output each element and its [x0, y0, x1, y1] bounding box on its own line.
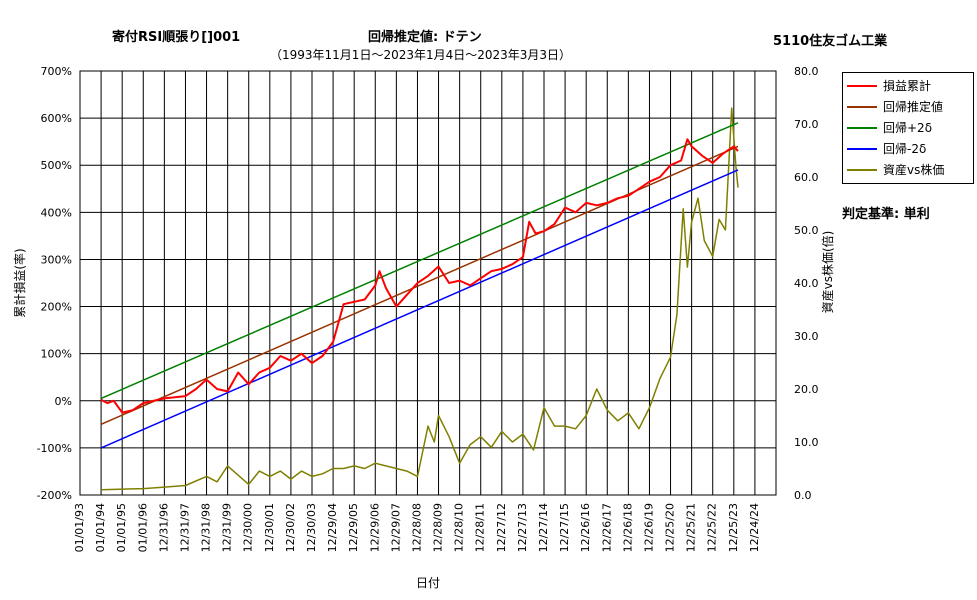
x-tick-label: 12/28/09 — [432, 503, 445, 552]
legend-line-regression — [847, 106, 877, 108]
legend-label-upper: 回帰+2δ — [883, 121, 933, 135]
legend-label-asset: 資産vs株価 — [883, 163, 945, 177]
y-right-tick-label: 20.0 — [794, 383, 819, 396]
y-right-tick-label: 40.0 — [794, 277, 819, 290]
y-right-tick-label: 70.0 — [794, 118, 819, 131]
y-left-tick-label: 400% — [41, 206, 72, 219]
y-left-tick-label: 100% — [41, 348, 72, 361]
y-right-tick-label: 60.0 — [794, 171, 819, 184]
chart-subtitle-period: （1993年11月1日〜2023年1月4日〜2023年3月3日） — [270, 48, 572, 62]
x-tick-label: 12/26/17 — [600, 503, 613, 552]
y-left-tick-label: 0% — [55, 395, 72, 408]
legend-label-regression: 回帰推定値 — [883, 100, 944, 114]
x-tick-label: 12/31/99 — [221, 503, 234, 552]
x-tick-label: 12/29/05 — [347, 503, 360, 552]
legend-line-pnl — [847, 85, 877, 87]
legend-line-lower — [847, 148, 877, 150]
criterion-label: 判定基準: 単利 — [842, 207, 930, 222]
x-tick-label: 12/30/00 — [242, 503, 255, 552]
y-left-tick-label: -200% — [37, 489, 72, 502]
y-left-tick-label: 600% — [41, 112, 72, 125]
y-left-tick-label: 700% — [41, 65, 72, 78]
x-tick-label: 12/27/13 — [516, 503, 529, 552]
x-tick-label: 12/25/20 — [664, 503, 677, 552]
x-tick-label: 12/28/10 — [453, 503, 466, 552]
x-tick-label: 12/26/19 — [642, 503, 655, 552]
x-tick-label: 12/30/02 — [284, 503, 297, 552]
y-right-tick-label: 50.0 — [794, 224, 819, 237]
x-tick-label: 01/01/96 — [136, 503, 149, 552]
x-tick-label: 12/24/24 — [748, 503, 761, 552]
y-left-tick-label: 500% — [41, 159, 72, 172]
plot-area — [79, 70, 777, 496]
y-right-tick-label: 30.0 — [794, 330, 819, 343]
asset-ratio-series-line — [101, 107, 739, 491]
y-right-tick-label: 10.0 — [794, 436, 819, 449]
x-tick-label: 12/25/21 — [685, 503, 698, 552]
x-tick-label: 12/25/23 — [727, 503, 740, 552]
chart-title-ticker: 5110住友ゴム工業 — [773, 34, 888, 49]
x-tick-label: 12/27/14 — [537, 503, 550, 552]
legend-label-pnl: 損益累計 — [883, 79, 932, 93]
x-tick-label: 12/28/11 — [474, 503, 487, 552]
x-tick-label: 01/01/95 — [115, 503, 128, 552]
y-left-tick-label: 300% — [41, 253, 72, 266]
upper-band-series-line — [100, 122, 739, 400]
x-tick-label: 12/29/06 — [368, 503, 381, 552]
x-tick-label: 12/27/15 — [558, 503, 571, 552]
x-tick-label: 01/01/94 — [94, 503, 107, 552]
chart-title-strategy: 寄付RSI順張り[]001 — [112, 30, 241, 45]
y-left-tick-label: 200% — [41, 301, 72, 314]
x-tick-label: 12/27/12 — [495, 503, 508, 552]
x-tick-label: 12/30/03 — [305, 503, 318, 552]
x-tick-label: 12/29/04 — [326, 503, 339, 552]
legend-line-asset — [847, 169, 877, 171]
x-tick-label: 01/01/93 — [73, 503, 86, 552]
legend-label-lower: 回帰-2δ — [883, 142, 927, 156]
x-tick-label: 12/26/18 — [621, 503, 634, 552]
y-right-tick-label: 80.0 — [794, 65, 819, 78]
x-tick-label: 12/30/01 — [263, 503, 276, 552]
x-tick-label: 12/31/98 — [200, 503, 213, 552]
x-tick-label: 12/29/07 — [389, 503, 402, 552]
x-axis-title: 日付 — [416, 576, 440, 590]
y-right-axis-title: 資産vs株価(倍) — [820, 231, 835, 314]
pnl-series-line — [100, 138, 739, 414]
lower-band-series-line — [100, 169, 739, 449]
x-tick-label: 12/26/16 — [579, 503, 592, 552]
y-right-tick-label: 0.0 — [794, 489, 812, 502]
legend-line-upper — [847, 127, 877, 129]
x-tick-label: 12/25/22 — [706, 503, 719, 552]
y-left-tick-label: -100% — [37, 442, 72, 455]
x-tick-label: 12/31/97 — [178, 503, 191, 552]
chart-title-regression: 回帰推定値: ドテン — [368, 30, 482, 45]
chart-legend: 損益累計 回帰推定値 回帰+2δ 回帰-2δ 資産vs株価 — [842, 72, 974, 184]
y-left-axis-title: 累計損益(率) — [12, 248, 27, 317]
x-tick-label: 12/31/96 — [157, 503, 170, 552]
x-tick-label: 12/28/08 — [410, 503, 423, 552]
